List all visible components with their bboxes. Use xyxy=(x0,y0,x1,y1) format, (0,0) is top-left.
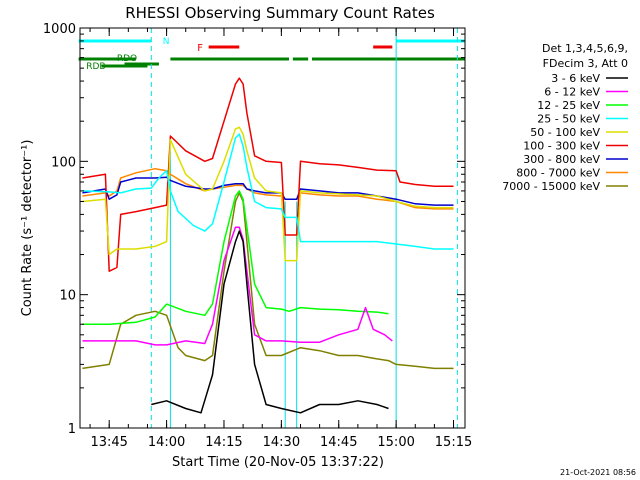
x-tick-label-0: 13:45 xyxy=(90,435,127,450)
x-tick-label-2: 14:15 xyxy=(205,435,242,450)
series-layer xyxy=(82,77,454,414)
rdo-flag-label: RDO xyxy=(117,54,137,64)
y-tick-label-3: 1000 xyxy=(43,22,76,37)
legend-header-1: FDecim 3, Att 0 xyxy=(543,57,628,70)
x-tick-label-4: 14:45 xyxy=(320,435,357,450)
x-tick-label-6: 15:15 xyxy=(435,435,472,450)
y-axis-label: Count Rate (s⁻¹ detector⁻¹) xyxy=(20,140,35,317)
legend-header-0: Det 1,3,4,5,6,9, xyxy=(542,42,628,55)
legend-label-7: 800 - 7000 keV xyxy=(516,167,600,180)
x-tick-label-5: 15:00 xyxy=(377,435,414,450)
series-line-1 xyxy=(82,226,393,346)
y-tick-label-0: 1 xyxy=(68,422,76,437)
flare-flag-label: F xyxy=(197,43,203,54)
series-line-2 xyxy=(82,190,389,325)
legend: Det 1,3,4,5,6,9, FDecim 3, Att 0 3 - 6 keV… xyxy=(502,42,628,193)
x-tick-label-3: 14:30 xyxy=(263,435,300,450)
legend-label-6: 300 - 800 keV xyxy=(523,153,600,166)
series-line-6 xyxy=(82,176,454,206)
plot-frame xyxy=(79,27,466,429)
legend-label-3: 25 - 50 keV xyxy=(537,113,600,126)
legend-label-2: 12 - 25 keV xyxy=(537,99,600,112)
legend-label-4: 50 - 100 keV xyxy=(530,126,600,139)
x-tick-label-1: 14:00 xyxy=(148,435,185,450)
y-tick-label-2: 100 xyxy=(51,155,76,170)
rdb-flag-label: RDB xyxy=(86,62,105,72)
vertical-marker-lines xyxy=(150,28,458,428)
series-line-8 xyxy=(82,192,454,370)
series-line-4 xyxy=(82,126,454,262)
series-line-3 xyxy=(82,133,454,250)
legend-label-5: 100 - 300 keV xyxy=(523,140,600,153)
chart-title: RHESSI Observing Summary Count Rates xyxy=(125,4,435,22)
y-tick-label-1: 10 xyxy=(59,289,76,304)
series-line-5 xyxy=(82,77,454,272)
series-line-0 xyxy=(151,230,389,414)
night-flag-label: N xyxy=(163,37,170,47)
footer-timestamp: 21-Oct-2021 08:56 xyxy=(560,468,636,477)
legend-label-0: 3 - 6 keV xyxy=(551,72,600,85)
legend-label-8: 7000 - 15000 keV xyxy=(502,180,600,193)
flag-bars: N F RDO RDB xyxy=(78,37,465,72)
legend-label-1: 6 - 12 keV xyxy=(544,86,600,99)
axes: 1 10 100 1000 13:45 14:00 14:15 14:30 14:45 15:00… xyxy=(43,22,472,450)
x-axis-label: Start Time (20-Nov-05 13:37:22) xyxy=(172,455,384,470)
